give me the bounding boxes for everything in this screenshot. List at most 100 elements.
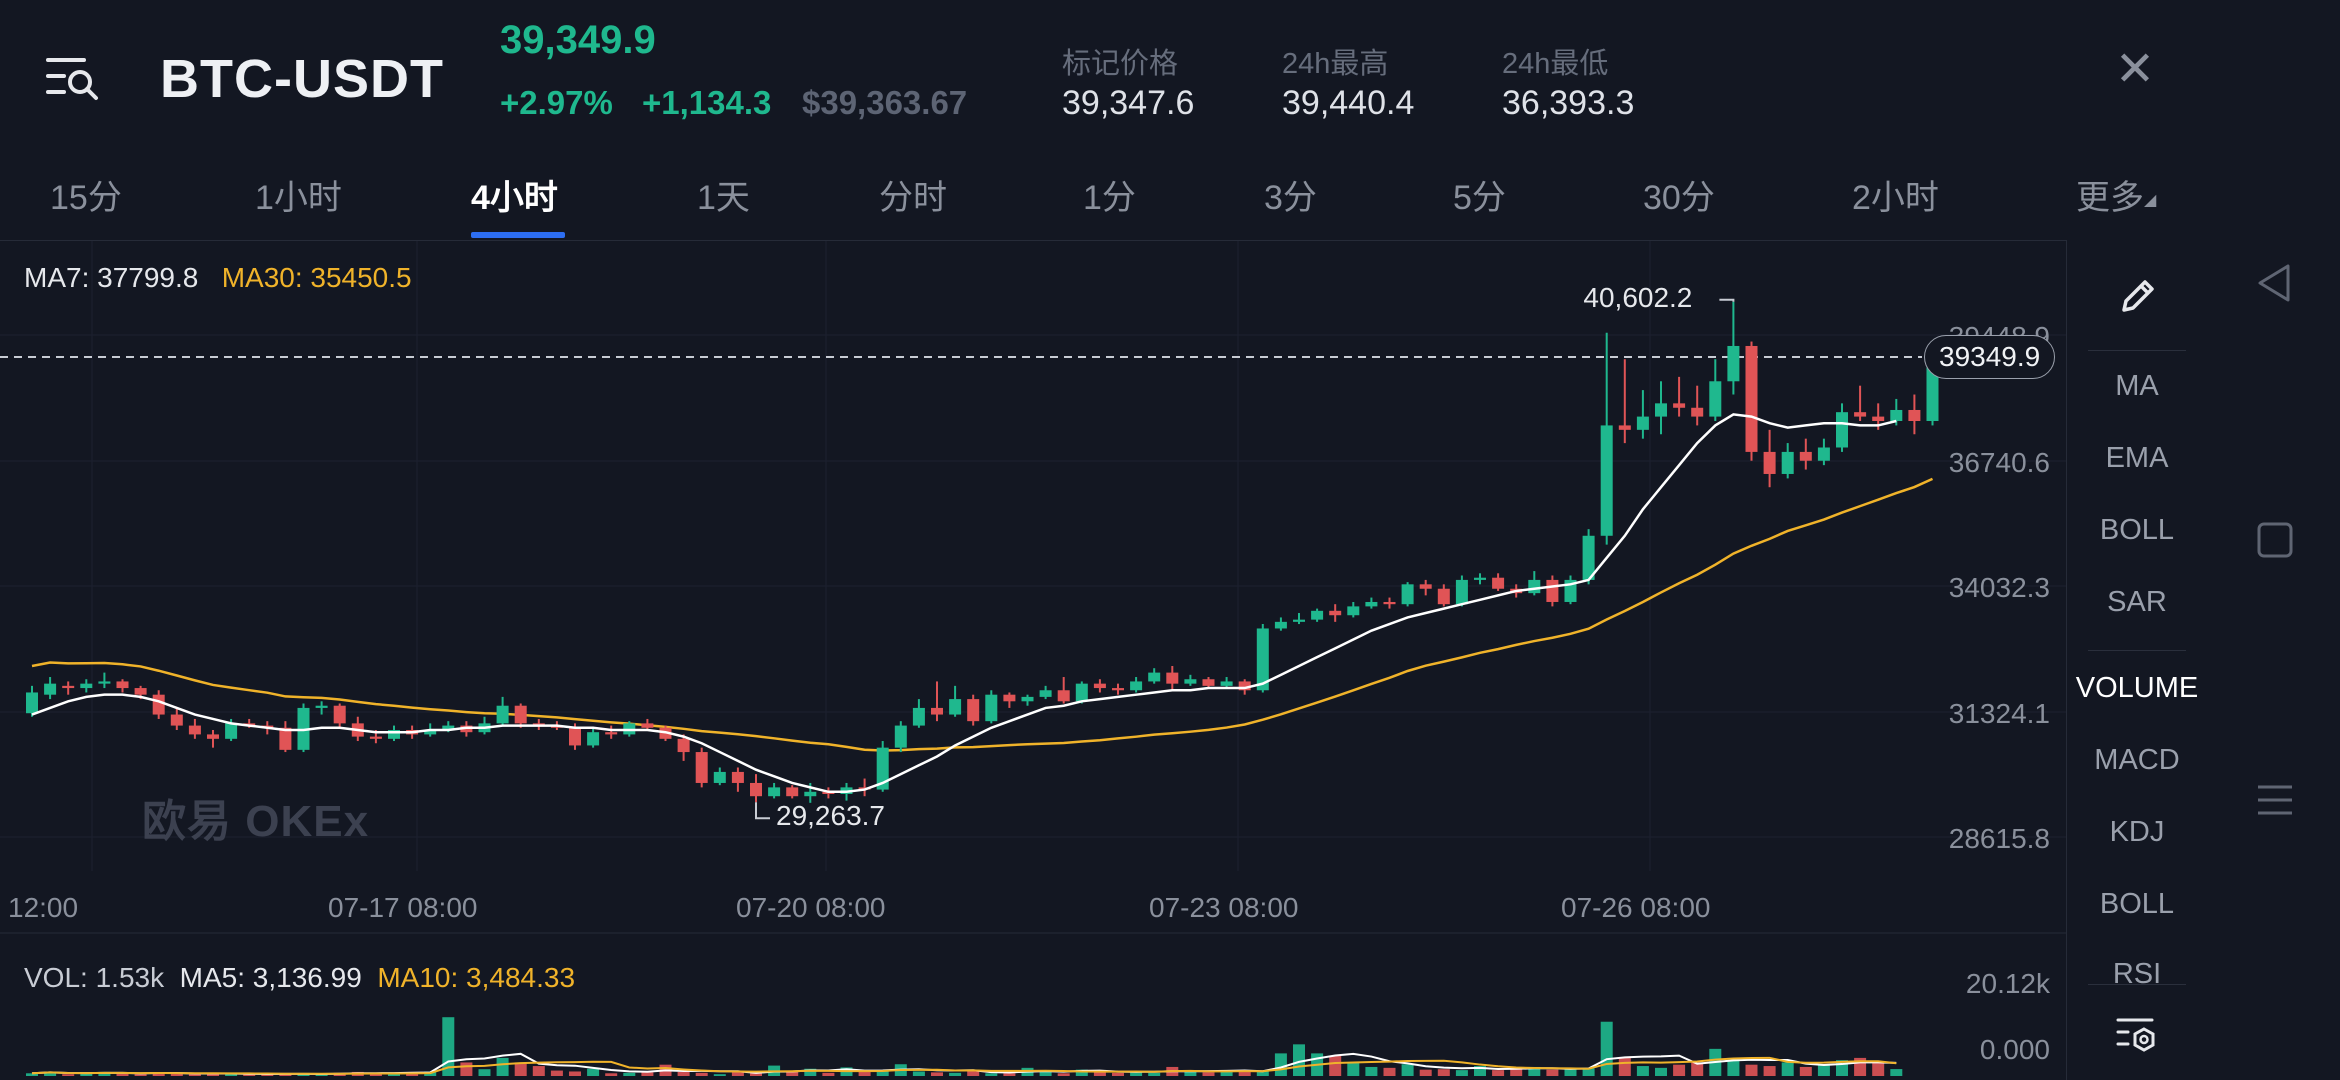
home-nav-icon[interactable] (2250, 515, 2300, 565)
indicator-sar[interactable]: SAR (2107, 586, 2167, 618)
volume-bar (550, 1070, 563, 1076)
candle-body (1311, 610, 1324, 620)
volume-bar (1492, 1070, 1505, 1076)
settings-list-icon[interactable] (2114, 1012, 2160, 1058)
tab-1h[interactable]: 1小时 (255, 179, 342, 217)
candle-body (1021, 696, 1034, 702)
candle-body (1220, 681, 1233, 686)
volume-bar (1890, 1069, 1903, 1076)
candle-body (442, 725, 455, 730)
indicator-ema[interactable]: EMA (2105, 442, 2169, 474)
volume-bar (967, 1070, 980, 1076)
pencil-icon[interactable] (2114, 272, 2162, 320)
tab-15m[interactable]: 15分 (50, 179, 122, 217)
x-tick: 07-26 08:00 (1561, 892, 1711, 923)
vol-legend: VOL: 1.53k (24, 962, 165, 993)
candle-body (912, 707, 925, 726)
volume-bar (641, 1072, 654, 1076)
main-legend: MA7: 37799.8 MA30: 35450.5 (24, 262, 412, 294)
volume-bar (315, 1074, 328, 1076)
tab-30m[interactable]: 30分 (1643, 179, 1715, 217)
tab-timeline[interactable]: 分时 (879, 179, 947, 217)
kline-chart[interactable] (0, 241, 2066, 1080)
tab-2h[interactable]: 2小时 (1852, 179, 1939, 217)
candle-body (786, 787, 799, 797)
indicator-kdj[interactable]: KDJ (2109, 816, 2165, 848)
volume-bar (1274, 1053, 1287, 1076)
candle-body (804, 791, 817, 797)
candle-body (514, 705, 527, 724)
indicator-volume[interactable]: VOLUME (2075, 672, 2199, 704)
back-nav-icon[interactable] (2250, 258, 2300, 308)
volume-bar (460, 1062, 473, 1076)
candle-body (1492, 577, 1505, 589)
candle-body (116, 681, 129, 689)
divider (2088, 350, 2186, 351)
low-leader-line (755, 802, 770, 820)
candle-body (1437, 588, 1450, 605)
tab-1d[interactable]: 1天 (697, 179, 750, 217)
candle-body (587, 732, 600, 746)
candle-body (1329, 610, 1342, 616)
volume-bars (26, 1017, 1903, 1076)
volume-bar (931, 1072, 943, 1076)
tab-3m[interactable]: 3分 (1264, 179, 1317, 217)
volume-bar (949, 1072, 962, 1076)
ma30-line (31, 477, 1934, 752)
candle-body (1763, 451, 1776, 474)
candle-body (1600, 425, 1613, 536)
volume-bar (858, 1071, 871, 1076)
indicator-boll[interactable]: BOLL (2099, 514, 2175, 546)
volume-bar (478, 1069, 491, 1076)
candle-body (1890, 409, 1903, 422)
volume-bar (569, 1071, 581, 1076)
candle-body (1745, 345, 1758, 452)
y-tick: 31324.1 (1948, 698, 2050, 729)
pair-title[interactable]: BTC-USDT (160, 49, 444, 109)
volume-bar (80, 1073, 93, 1076)
candle-body (279, 727, 292, 750)
tab-5m[interactable]: 5分 (1453, 179, 1506, 217)
volume-bar (1112, 1072, 1124, 1076)
close-icon[interactable]: ✕ (2114, 43, 2156, 96)
menu-search-icon[interactable] (44, 50, 104, 110)
tab-more[interactable]: 更多◢ (2076, 170, 2156, 219)
volume-bar (713, 1074, 726, 1076)
volume-bar (1130, 1071, 1143, 1076)
volume-bar (1474, 1066, 1486, 1076)
candle-body (876, 747, 889, 790)
volume-bar (369, 1073, 382, 1076)
indicator-boll-sub[interactable]: BOLL (2099, 888, 2175, 920)
indicator-macd[interactable]: MACD (2094, 744, 2180, 776)
volume-bar (786, 1071, 799, 1076)
tab-1m[interactable]: 1分 (1083, 179, 1136, 217)
recents-nav-icon[interactable] (2250, 775, 2300, 825)
vol-ma10-line (31, 1056, 1897, 1075)
divider (0, 240, 2208, 241)
candle-body (641, 723, 654, 728)
vol-y-tick: 0.000 (1979, 1034, 2050, 1065)
candle-body (369, 736, 382, 739)
ma7-line (31, 413, 1897, 794)
indicator-ma[interactable]: MA (2115, 370, 2159, 402)
change-amount: +1,134.3 (642, 84, 772, 121)
volume-bar (1238, 1071, 1251, 1076)
volume-bar (1003, 1073, 1016, 1076)
volume-bar (587, 1068, 600, 1076)
candles (26, 301, 1939, 803)
low-annotation: 29,263.7 (776, 800, 885, 832)
candle-body (1112, 688, 1124, 691)
volume-bar (188, 1074, 201, 1076)
usd-price: $39,363.67 (802, 84, 968, 121)
candle-body (225, 723, 238, 739)
x-tick: 07-17 08:00 (328, 892, 478, 923)
tab-4h[interactable]: 4小时 (471, 179, 558, 217)
volume-bar (1347, 1062, 1360, 1076)
low-24h-label: 24h最低 (1502, 48, 1609, 80)
candle-body (1166, 672, 1179, 684)
volume-bar (98, 1071, 111, 1076)
indicator-rsi[interactable]: RSI (2112, 958, 2162, 988)
y-tick: 28615.8 (1948, 823, 2050, 854)
candle-body (1655, 403, 1667, 417)
volume-legend: VOL: 1.53k MA5: 3,136.99 MA10: 3,484.33 (24, 962, 575, 994)
